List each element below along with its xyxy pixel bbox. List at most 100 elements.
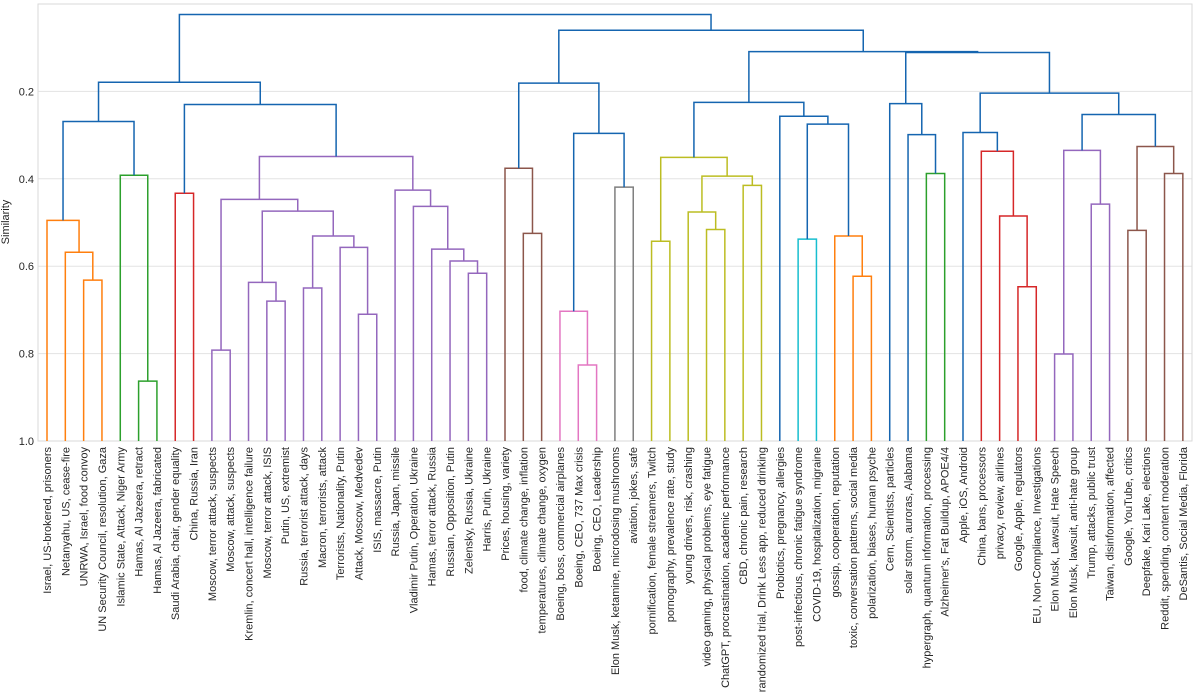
dendrogram-link (183, 103, 337, 194)
leaf-label: solar storm, auroras, Alabama (903, 446, 915, 594)
y-tick-label: 0.6 (19, 261, 34, 273)
leaf-label: ISIS, massacre, Putin (372, 447, 384, 553)
leaf-label: Hamas, terror attack, Russia (427, 446, 439, 586)
dendrogram-link (339, 246, 369, 441)
dendrogram-link (174, 192, 195, 441)
leaf-label: Moscow, attack, suspects (225, 447, 237, 572)
dendrogram-link (504, 167, 534, 441)
leaf-label: pornography, prevalence rate, study (665, 447, 677, 623)
leaf-label: toxic, conversation patterns, social med… (848, 446, 860, 648)
leaf-label: Islamic State, Attack, Niger Army (115, 447, 127, 607)
leaf-label: Deepfake, Kari Lake, elections (1141, 447, 1153, 597)
leaf-label: Prices, housing, variety (500, 447, 512, 561)
leaf-label: Zelensky, Russia, Ukraine (463, 447, 475, 574)
dendrogram-link (905, 51, 1051, 104)
dendrogram-link (467, 272, 488, 441)
dendrogram-link (1127, 229, 1147, 441)
dendrogram-link (701, 175, 754, 213)
leaf-label: Netanyahu, US, cease-fire (60, 447, 72, 576)
y-axis-label: Similarity (0, 199, 12, 244)
leaf-label: Google, YouTube, critics (1123, 447, 1135, 566)
leaf-label: Russian, Opposition, Putin (445, 447, 457, 577)
leaf-label: video gaming, physical problems, eye fat… (702, 447, 714, 667)
leaf-label: hypergraph, quantum information, process… (921, 447, 933, 668)
dendrogram-link (62, 120, 135, 221)
dendrogram-link (748, 50, 979, 103)
leaf-label: Cern, Scientists, particles (885, 447, 897, 572)
leaf-label: Elon Musk, lawsuit, anti-hate group (1068, 447, 1080, 618)
dendrogram-link (907, 133, 937, 441)
leaf-label: Harris, Putin, Ukraine (482, 447, 494, 552)
y-axis-ticks: 0.2 0.4 0.6 0.8 1.0 (19, 86, 34, 448)
leaf-label: Hamas, Al Jazeera, fabricated (152, 447, 164, 594)
dendrogram-link (559, 310, 589, 441)
dendrogram-link (1081, 113, 1157, 151)
dendrogram-link (412, 205, 449, 441)
leaf-label: Terrorists, Nationality, Putin (335, 447, 347, 580)
dendrogram-link (806, 123, 850, 240)
leaf-label: ChatGPT, procrastination, academic perfo… (720, 447, 732, 688)
leaf-label: Elon Musk, ketamine, microdosing mushroo… (610, 447, 622, 676)
dendrogram-link (572, 132, 625, 312)
dendrogram-link (1063, 149, 1102, 355)
leaf-label: gossip, cooperation, reputation (830, 447, 842, 597)
dendrogram-link (980, 150, 1015, 441)
leaf-label: post-infectious, chronic fatigue syndrom… (793, 447, 805, 647)
dendrogram-link (449, 260, 479, 441)
dendrogram-link (742, 184, 763, 441)
y-tick-label: 1.0 (19, 436, 34, 448)
dendrogram-link (261, 210, 334, 283)
leaf-label: Taiwan, disinformation, affected (1105, 447, 1117, 601)
leaf-label: Putin, US, extremist (280, 447, 292, 544)
leaf-label: Moscow, terror attack, suspects (207, 447, 219, 602)
dendrogram-link (211, 349, 231, 441)
dendrogram-link (797, 238, 818, 441)
leaf-label: Kremlin, concert hall, intelligence fail… (244, 447, 256, 641)
dendrogram-links (46, 13, 1184, 441)
leaf-label: China, Russia, Iran (189, 447, 201, 541)
leaf-label: Russia, terrorist attack, days (298, 447, 310, 586)
leaf-label: China, bans, processors (976, 447, 988, 566)
dendrogram-link (979, 92, 1120, 133)
leaf-label: Macron, terrorists, attack (317, 447, 329, 569)
leaf-label: Saudi Arabia, chair, gender equality (170, 447, 182, 621)
dendrogram-link (1090, 203, 1111, 441)
leaf-label: Boeing, CEO, Leadership (592, 447, 604, 572)
leaf-labels: Israel, US-brokered, prisoners Netanyahu,… (42, 446, 1190, 692)
leaf-label: Trump, attacks, public trust (1086, 447, 1098, 579)
dendrogram-link (577, 364, 598, 441)
leaf-label: EU, Non-Compliance, Investigations (1031, 447, 1043, 624)
leaf-label: Boeing, CEO, 737 Max crisis (573, 447, 585, 588)
dendrogram-link (998, 215, 1028, 441)
leaf-label: temperatures, climate change, oxygen (537, 447, 549, 634)
dendrogram-link (687, 211, 717, 441)
dendrogram-link (46, 219, 80, 441)
dendrogram-link (1053, 353, 1074, 441)
leaf-label: COVID-19, hospitalization, migraine (811, 447, 823, 622)
dendrogram-link (834, 235, 863, 441)
dendrogram-link (558, 29, 864, 84)
leaf-label: Boeing, boss, commercial airplanes (555, 447, 567, 621)
leaf-label: Elon Musk, Lawsuit, Hate Speech (1050, 447, 1062, 611)
leaf-label: Reddit, spending, content moderation (1160, 447, 1172, 630)
dendrogram-link (693, 101, 805, 158)
dendrogram-link (137, 380, 158, 441)
dendrogram-link (705, 228, 726, 441)
dendrogram-link (650, 240, 671, 441)
dendrogram-link (1136, 145, 1175, 231)
dendrogram-link (888, 102, 923, 441)
dendrogram-link (517, 82, 600, 169)
dendrogram-link (779, 115, 829, 441)
leaf-label: Apple, iOS, Android (958, 447, 970, 543)
y-tick-label: 0.2 (19, 86, 34, 98)
leaf-label: Alzheimer's, Fat Buildup, APOE4/4 (940, 447, 952, 617)
leaf-label: Russia, Japan, missile (390, 447, 402, 556)
dendrogram-link (220, 198, 299, 351)
leaf-label: UN Security Council, resolution, Gaza (97, 446, 109, 632)
dendrogram-link (311, 235, 355, 289)
dendrogram-link (522, 232, 543, 441)
leaf-label: young drivers, risk, crashing (683, 447, 695, 584)
dendrogram-link (97, 81, 262, 122)
dendrogram-link (357, 313, 378, 441)
